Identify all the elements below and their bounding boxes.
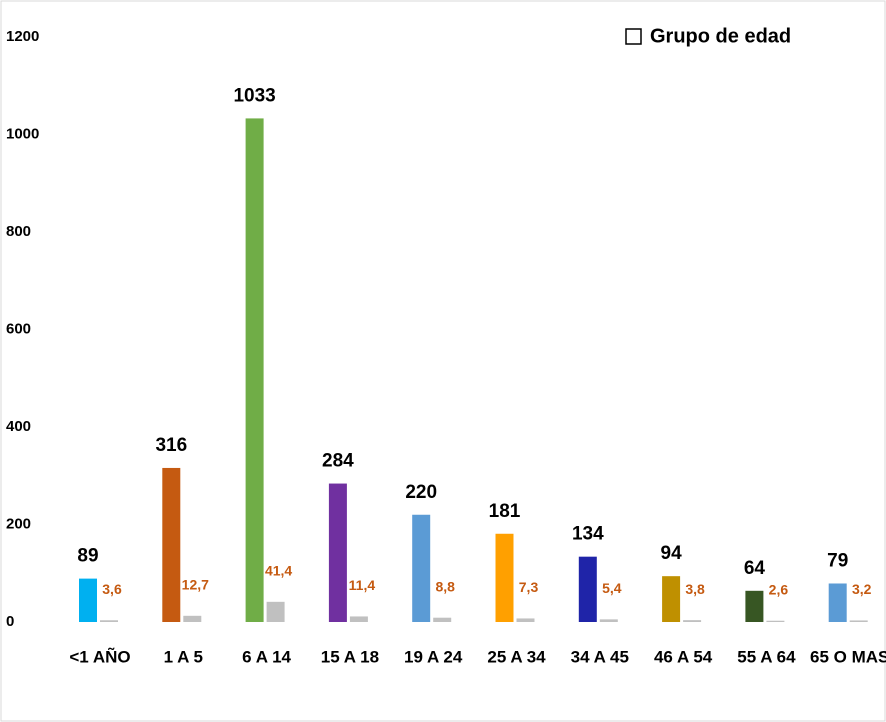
bar	[683, 620, 702, 622]
bar	[162, 467, 181, 622]
legend-label: Grupo de edad	[650, 25, 791, 47]
bar	[266, 601, 285, 622]
legend-box	[625, 28, 642, 45]
value-label: 94	[661, 543, 683, 564]
y-tick-label: 200	[6, 515, 31, 532]
value-label: 1033	[233, 85, 275, 106]
x-tick-label: 15 A 18	[321, 647, 379, 666]
x-tick-label: <1 AÑO	[69, 646, 130, 666]
bar	[516, 618, 535, 622]
bar	[100, 620, 118, 622]
bar	[328, 483, 347, 622]
bar	[245, 118, 264, 622]
x-tick-label: 55 A 64	[737, 647, 796, 666]
bar	[766, 620, 785, 622]
value-label: 41,4	[265, 563, 292, 579]
y-tick-label: 800	[6, 223, 31, 240]
value-label: 12,7	[182, 577, 209, 593]
x-tick-label: 46 A 54	[654, 647, 713, 666]
x-tick-label: 19 A 24	[404, 647, 463, 666]
value-label: 3,2	[852, 581, 872, 597]
value-label: 2,6	[769, 581, 789, 597]
y-tick-label: 1200	[6, 28, 39, 45]
value-label: 181	[489, 501, 521, 522]
bar	[183, 615, 202, 622]
value-label: 11,4	[349, 577, 376, 593]
value-label: 89	[77, 546, 98, 567]
x-tick-label: 1 A 5	[164, 647, 203, 666]
value-label: 3,6	[102, 581, 122, 597]
value-label: 7,3	[519, 579, 539, 595]
x-tick-label: 6 A 14	[242, 647, 291, 666]
bar	[662, 576, 681, 622]
bar	[849, 620, 868, 622]
y-tick-label: 400	[6, 418, 31, 435]
x-tick-label: 65 O MAS	[810, 647, 886, 666]
value-label: 220	[405, 482, 437, 503]
bar	[578, 556, 597, 622]
y-tick-label: 600	[6, 320, 31, 337]
value-label: 64	[744, 558, 766, 579]
value-label: 134	[572, 524, 604, 545]
x-tick-label: 25 A 34	[487, 647, 546, 666]
bar	[79, 578, 97, 622]
value-label: 5,4	[602, 580, 622, 596]
x-tick-label: 34 A 45	[571, 647, 629, 666]
value-label: 79	[827, 551, 848, 572]
bar	[828, 583, 847, 622]
value-label: 284	[322, 451, 354, 472]
bar	[349, 616, 368, 622]
y-tick-label: 1000	[6, 125, 39, 142]
y-tick-label: 0	[6, 613, 14, 630]
bar	[433, 617, 452, 622]
bar	[412, 514, 431, 622]
bar	[495, 533, 514, 622]
value-label: 3,8	[685, 581, 705, 597]
bar	[599, 619, 618, 622]
bar	[745, 590, 764, 622]
value-label: 316	[155, 435, 187, 456]
value-label: 8,8	[435, 578, 455, 594]
